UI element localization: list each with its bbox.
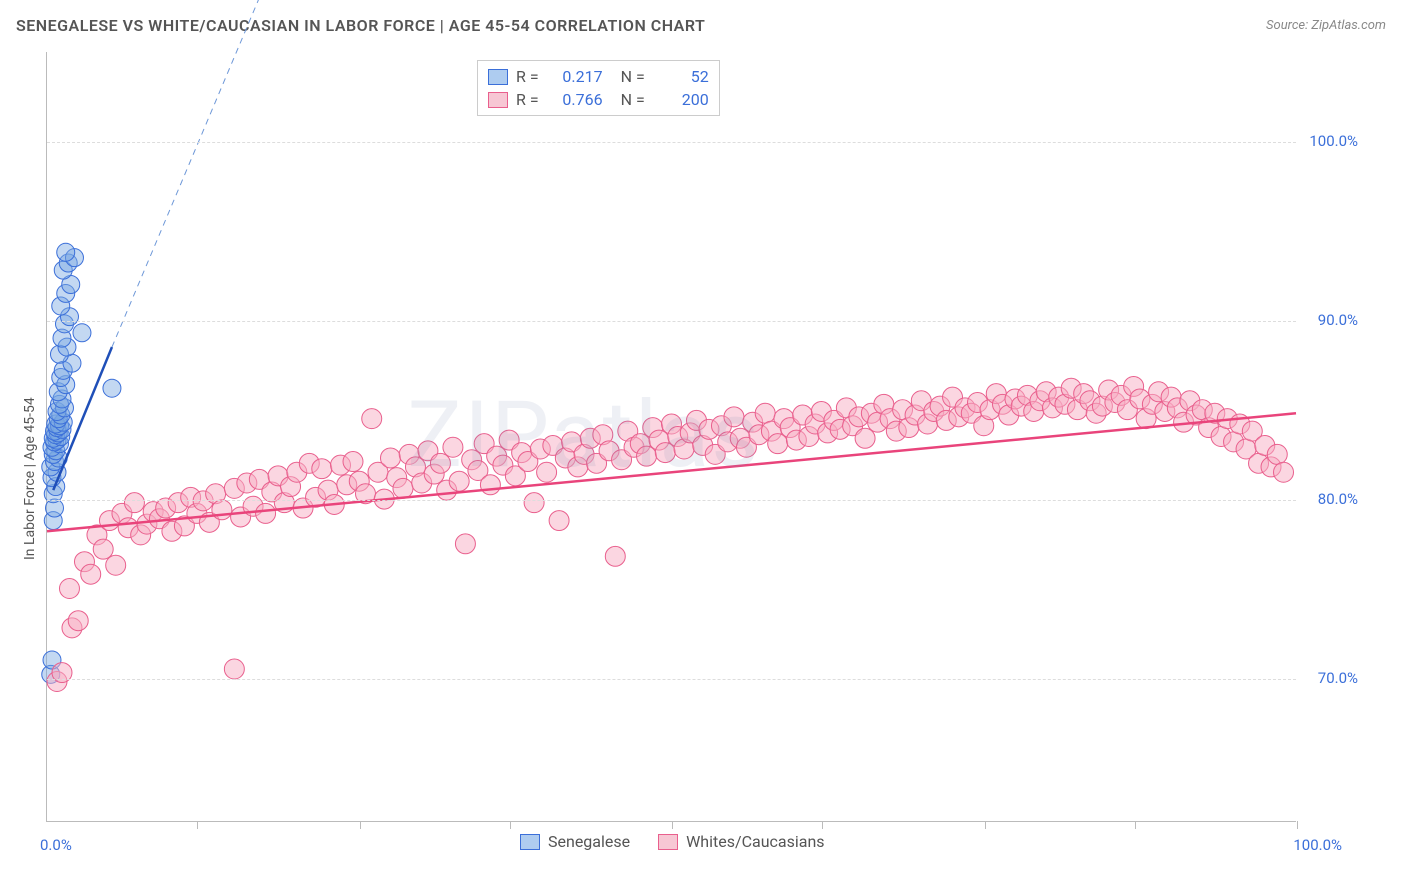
legend-swatch (520, 834, 540, 850)
y-tick-label: 90.0% (1318, 311, 1358, 329)
stats-legend: R = 0.217 N = 52 R = 0.766 N = 200 (477, 60, 720, 116)
x-tick (510, 821, 511, 829)
x-min-label: 0.0% (40, 836, 72, 854)
data-point (380, 448, 400, 468)
y-tick-label: 80.0% (1318, 490, 1358, 508)
plot-area: ZIPatlas R =0.217N =52R =0.766N =200 70.… (46, 52, 1296, 822)
data-point (1274, 462, 1294, 482)
gridline (47, 142, 1296, 143)
x-tick (1135, 821, 1136, 829)
data-point (81, 564, 101, 584)
stat-n-value: 200 (653, 90, 709, 109)
x-tick (672, 821, 673, 829)
plot-svg (47, 52, 1296, 821)
stat-r-value: 0.217 (547, 67, 603, 86)
legend-swatch (488, 92, 508, 108)
gridline (47, 500, 1296, 501)
data-point (93, 539, 113, 559)
data-point (393, 478, 413, 498)
gridline (47, 679, 1296, 680)
bottom-legend: Senegalese Whites/Caucasians (520, 832, 825, 851)
data-point (637, 446, 657, 466)
stat-r-value: 0.766 (547, 90, 603, 109)
y-axis-title: In Labor Force | Age 45-54 (22, 397, 38, 560)
legend-item: Senegalese (520, 832, 630, 851)
source-label: Source: ZipAtlas.com (1266, 18, 1386, 33)
legend-swatch (658, 834, 678, 850)
x-tick (1297, 821, 1298, 829)
data-point (655, 443, 675, 463)
data-point (768, 434, 788, 454)
data-point (430, 453, 450, 473)
x-max-label: 100.0% (1293, 836, 1342, 854)
data-point (455, 534, 475, 554)
data-point (443, 437, 463, 457)
data-point (449, 471, 469, 491)
stat-n-value: 52 (653, 67, 709, 86)
data-point (103, 379, 121, 397)
legend-label: Senegalese (548, 832, 630, 851)
legend-swatch (488, 69, 508, 85)
data-point (312, 459, 332, 479)
trend-extrapolation (112, 0, 297, 347)
data-point (343, 452, 363, 472)
stats-row: R = 0.766 N = 200 (488, 88, 709, 111)
data-point (605, 546, 625, 566)
data-point (537, 462, 557, 482)
data-point (1267, 444, 1287, 464)
data-point (755, 403, 775, 423)
data-point (106, 555, 126, 575)
x-tick (822, 821, 823, 829)
stat-label: R = (516, 67, 539, 86)
y-tick-label: 100.0% (1309, 132, 1358, 150)
y-tick-label: 70.0% (1318, 669, 1358, 687)
legend-label: Whites/Caucasians (686, 832, 824, 851)
stat-label: N = (621, 90, 645, 109)
data-point (224, 659, 244, 679)
stats-row: R = 0.217 N = 52 (488, 65, 709, 88)
data-point (855, 428, 875, 448)
data-point (724, 407, 744, 427)
x-tick (197, 821, 198, 829)
data-point (212, 500, 232, 520)
data-point (68, 611, 88, 631)
data-point (73, 324, 91, 342)
data-point (524, 493, 544, 513)
data-point (549, 511, 569, 531)
data-point (256, 503, 276, 523)
chart-title: SENEGALESE VS WHITE/CAUCASIAN IN LABOR F… (16, 16, 705, 35)
data-point (57, 243, 75, 261)
legend-item: Whites/Caucasians (658, 832, 824, 851)
x-tick (360, 821, 361, 829)
gridline (47, 321, 1296, 322)
data-point (124, 493, 144, 513)
data-point (480, 475, 500, 495)
stat-label: R = (516, 90, 539, 109)
correlation-chart: SENEGALESE VS WHITE/CAUCASIAN IN LABOR F… (0, 0, 1406, 892)
stat-label: N = (621, 67, 645, 86)
data-point (362, 409, 382, 429)
data-point (59, 579, 79, 599)
x-tick (985, 821, 986, 829)
